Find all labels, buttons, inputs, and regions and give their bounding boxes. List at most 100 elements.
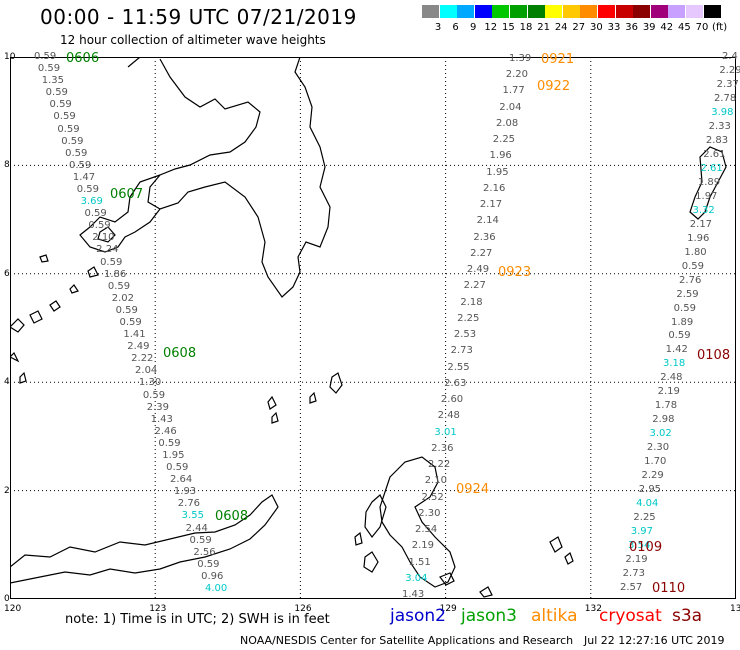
swh-value-label: 2.78 — [713, 92, 737, 104]
legend-s3a: s3a — [672, 606, 703, 626]
swh-value-label: 2.49 — [127, 341, 150, 353]
swh-value-label: 3.55 — [181, 510, 204, 522]
swh-value-label: 1.78 — [654, 400, 678, 412]
footer-timestamp: Jul 22 12:27:16 UTC 2019 — [584, 634, 725, 647]
y-tick-label: 0 — [4, 594, 10, 604]
swh-value-label: 0.59 — [68, 159, 92, 171]
coastline-zamboanga — [79, 174, 161, 253]
footer-credit: NOAA/NESDIS Center for Satellite Applica… — [240, 634, 574, 647]
swh-value-label: 2.33 — [708, 120, 731, 132]
swh-value-label: 2.22 — [427, 459, 451, 471]
y-tick-label: 4 — [4, 377, 10, 388]
swh-value-label: 2.39 — [146, 401, 169, 413]
swh-value-label: 2.16 — [483, 182, 506, 194]
swh-value-label: 2.27 — [463, 280, 486, 292]
swh-value-label: 0.59 — [668, 330, 691, 342]
swh-value-label: 1.47 — [72, 171, 96, 183]
swh-value-label: 0.59 — [45, 87, 68, 99]
x-tick-label: 123 — [149, 604, 167, 614]
swh-value-label: 2.76 — [679, 274, 702, 286]
swh-value-label: 2.37 — [716, 78, 739, 90]
swh-value-label: 2.18 — [460, 296, 483, 308]
swh-value-label: 2.30 — [418, 507, 441, 519]
swh-value-label: 1.41 — [123, 329, 146, 341]
scale-swatch — [439, 5, 457, 18]
coastline-papua — [549, 146, 727, 565]
map-title: 00:00 - 11:59 UTC 07/21/2019 — [40, 5, 357, 29]
pass-time-label: 0608 — [215, 509, 249, 524]
swh-value-label: 2.63 — [444, 377, 467, 389]
swh-value-label: 2.30 — [646, 442, 670, 454]
swh-value-label: 1.95 — [162, 450, 185, 461]
scale-swatch — [545, 5, 563, 18]
coastline-basilan — [97, 226, 116, 243]
coastline-halmahera-west — [354, 494, 387, 573]
scale-label: 33 — [607, 22, 621, 33]
scale-swatch — [615, 5, 633, 18]
scale-label: 9 — [470, 22, 477, 33]
scale-swatch — [474, 5, 492, 18]
scale-label: 70 — [695, 22, 709, 33]
scale-label: 21 — [537, 22, 550, 33]
swh-value-label: 2.48 — [437, 410, 460, 422]
swh-value-label: 3.18 — [662, 358, 686, 370]
legend-altika: altika — [531, 606, 578, 626]
scale-swatch — [650, 5, 668, 18]
swh-value-label: 0.59 — [119, 317, 142, 328]
swh-value-label: 2.98 — [652, 414, 675, 426]
swh-value-label: 2.76 — [177, 498, 201, 510]
swh-value-label: 0.59 — [142, 389, 166, 401]
coastline-sangihe — [267, 372, 343, 424]
swh-value-label: 0.59 — [115, 304, 138, 316]
swh-value-label: 2.36 — [473, 231, 496, 243]
coastline-sulawesi-north — [10, 494, 279, 584]
swh-value-label: 0.59 — [107, 280, 131, 292]
scale-label: 42 — [660, 22, 674, 33]
swh-value-label: 2.64 — [170, 474, 193, 486]
pass-time-label: 0110 — [652, 581, 686, 596]
swh-value-label: 2.53 — [453, 329, 477, 341]
swh-value-label: 2.04 — [135, 365, 158, 377]
swh-value-label: 1.42 — [665, 344, 688, 356]
swh-value-label: 1.95 — [486, 166, 509, 178]
scale-swatch — [492, 5, 510, 18]
swh-value-label: 0.59 — [189, 534, 212, 546]
swh-value-label: 2.73 — [450, 345, 473, 357]
swh-value-label: 3.04 — [405, 572, 428, 584]
swh-value-label: 2.48 — [660, 372, 683, 384]
scale-swatch — [422, 5, 439, 18]
swh-value-label: 2.52 — [421, 491, 444, 503]
swh-value-label: 2.10 — [92, 232, 115, 244]
swh-value-label: 2.19 — [411, 540, 434, 552]
scale-label: 39 — [642, 22, 656, 33]
y-tick-label: 10 — [4, 52, 16, 62]
scale-label: 12 — [484, 22, 498, 33]
pass-time-label: 0922 — [537, 79, 571, 94]
x-tick-label: 132 — [584, 604, 602, 614]
scale-swatch — [510, 5, 527, 18]
swh-value-label: 2.04 — [499, 101, 522, 113]
swh-value-label: 0.96 — [201, 570, 224, 582]
coastline-mindanao — [127, 57, 331, 298]
swh-value-label: 2.14 — [476, 215, 499, 227]
coastline — [10, 57, 727, 598]
legend-jason3: jason3 — [461, 606, 517, 626]
swh-value-label: 1.96 — [687, 232, 710, 244]
swh-value-label: 2.17 — [479, 199, 503, 211]
swh-value-label: 1.51 — [408, 556, 431, 568]
swh-value-label: 1.96 — [489, 150, 512, 162]
swh-value-label: 4.04 — [636, 498, 659, 510]
x-tick-label: 129 — [439, 604, 457, 614]
lat-lon-grid — [10, 57, 736, 599]
swh-value-label: 2.27 — [470, 247, 493, 259]
swh-value-label: 2.02 — [111, 292, 134, 304]
swh-value-label: 3.32 — [692, 204, 715, 216]
swh-value-label: 2.61 — [700, 162, 723, 174]
swh-value-label: 1.43 — [150, 413, 173, 425]
scale-label: 15 — [502, 22, 515, 33]
swh-value-label: 0.59 — [49, 99, 72, 111]
swh-value-label: 1.30 — [138, 377, 162, 389]
swh-value-label: 0.59 — [158, 437, 181, 449]
swh-value-label: 2.83 — [705, 134, 729, 146]
scale-swatch — [668, 5, 686, 18]
